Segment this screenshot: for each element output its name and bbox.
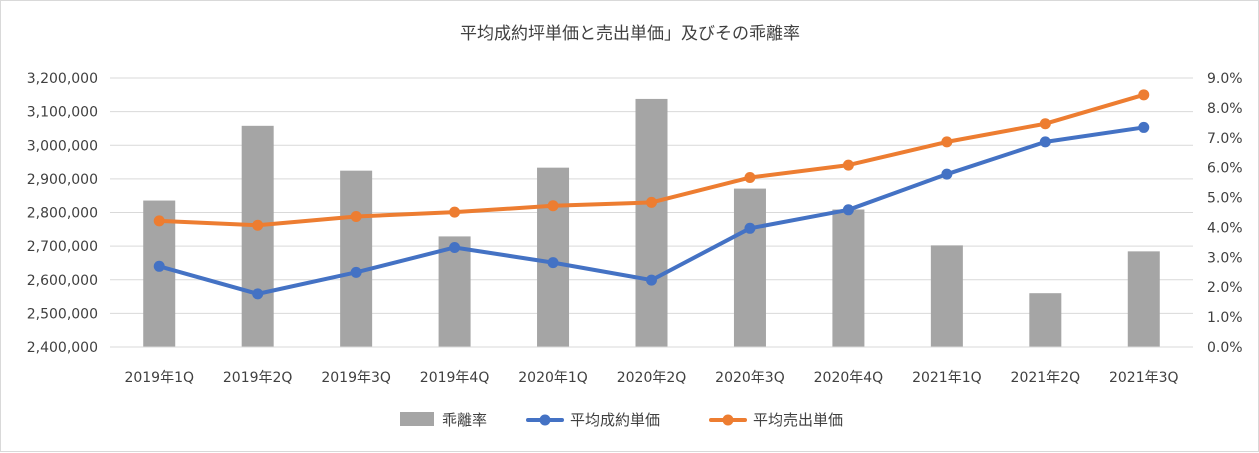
data-point <box>350 266 362 278</box>
legend-label: 平均売出単価 <box>753 411 843 429</box>
legend-item: 乖離率 <box>400 411 487 429</box>
right-tick-label: 8.0% <box>1207 101 1243 117</box>
bar <box>930 245 963 347</box>
x-tick-label: 2021年3Q <box>1109 370 1179 386</box>
legend-swatch <box>400 412 434 426</box>
bar <box>832 209 865 347</box>
right-tick-label: 6.0% <box>1207 161 1243 177</box>
right-tick-label: 1.0% <box>1207 310 1243 326</box>
data-point <box>252 219 264 231</box>
x-tick-label: 2019年1Q <box>124 370 194 386</box>
x-axis: 2019年1Q 2019年2Q 2019年3Q 2019年4Q 2020年1Q 2020年… <box>110 346 1193 386</box>
data-point <box>547 200 559 212</box>
right-tick-label: 5.0% <box>1207 191 1243 207</box>
bar <box>340 170 373 347</box>
left-tick-label: 2,800,000 <box>27 206 98 222</box>
data-point <box>350 211 362 223</box>
legend-marker <box>539 414 551 426</box>
data-point <box>744 222 756 234</box>
legend-marker <box>722 414 734 426</box>
x-tick-label: 2019年3Q <box>321 370 391 386</box>
data-point <box>252 288 264 300</box>
right-tick-label: 0.0% <box>1207 340 1243 356</box>
bar <box>1029 293 1062 347</box>
right-tick-label: 7.0% <box>1207 131 1243 147</box>
data-point <box>842 204 854 216</box>
data-point <box>547 257 559 269</box>
data-point <box>941 168 953 180</box>
data-point <box>646 274 657 286</box>
bar <box>635 98 668 347</box>
legend: 乖離率 平均成約単価 平均売出単価 <box>400 411 843 429</box>
bar <box>733 188 766 347</box>
x-tick-label: 2019年4Q <box>420 370 490 386</box>
data-point <box>449 241 461 253</box>
legend-item: 平均売出単価 <box>709 411 843 429</box>
left-tick-label: 2,700,000 <box>27 239 98 255</box>
left-tick-label: 3,000,000 <box>27 138 98 154</box>
right-axis: 0.0% 1.0% 2.0% 3.0% 4.0% 5.0% 6.0% 7.0% 8.0% 9.0% <box>1207 71 1243 356</box>
data-point <box>1039 118 1051 130</box>
left-tick-label: 2,500,000 <box>27 306 98 322</box>
left-tick-label: 2,600,000 <box>27 273 98 289</box>
data-point <box>1138 89 1150 101</box>
chart-title: 平均成約坪単価と売出単価」及びその乖離率 <box>460 24 800 44</box>
bar <box>241 125 274 347</box>
data-point <box>941 136 953 148</box>
data-point <box>744 172 756 184</box>
x-tick-label: 2021年1Q <box>912 370 982 386</box>
data-point <box>449 206 461 218</box>
right-tick-label: 9.0% <box>1207 71 1243 87</box>
line-series <box>153 89 1150 300</box>
x-tick-label: 2021年2Q <box>1011 370 1081 386</box>
right-tick-label: 4.0% <box>1207 220 1243 236</box>
left-axis: 2,400,000 2,500,000 2,600,000 2,700,000 2,80… <box>27 71 98 356</box>
x-tick-label: 2020年2Q <box>617 370 687 386</box>
bar <box>1127 251 1160 347</box>
legend-item: 平均成約単価 <box>526 411 660 429</box>
left-tick-label: 3,100,000 <box>27 105 98 121</box>
x-tick-label: 2020年3Q <box>715 370 785 386</box>
data-point <box>646 196 657 208</box>
data-point <box>1138 121 1150 133</box>
data-point <box>153 215 165 227</box>
data-point <box>842 159 854 171</box>
bar <box>438 236 471 347</box>
right-tick-label: 3.0% <box>1207 250 1243 266</box>
x-tick-label: 2020年4Q <box>814 370 884 386</box>
left-tick-label: 2,400,000 <box>27 340 98 356</box>
legend-label: 平均成約単価 <box>570 411 660 429</box>
legend-label: 乖離率 <box>442 411 487 429</box>
bar-series <box>143 98 1160 347</box>
data-point <box>153 260 165 272</box>
right-tick-label: 2.0% <box>1207 280 1243 296</box>
left-tick-label: 3,200,000 <box>27 71 98 87</box>
data-point <box>1039 136 1051 148</box>
left-tick-label: 2,900,000 <box>27 172 98 188</box>
x-tick-label: 2019年2Q <box>223 370 293 386</box>
x-tick-label: 2020年1Q <box>518 370 588 386</box>
